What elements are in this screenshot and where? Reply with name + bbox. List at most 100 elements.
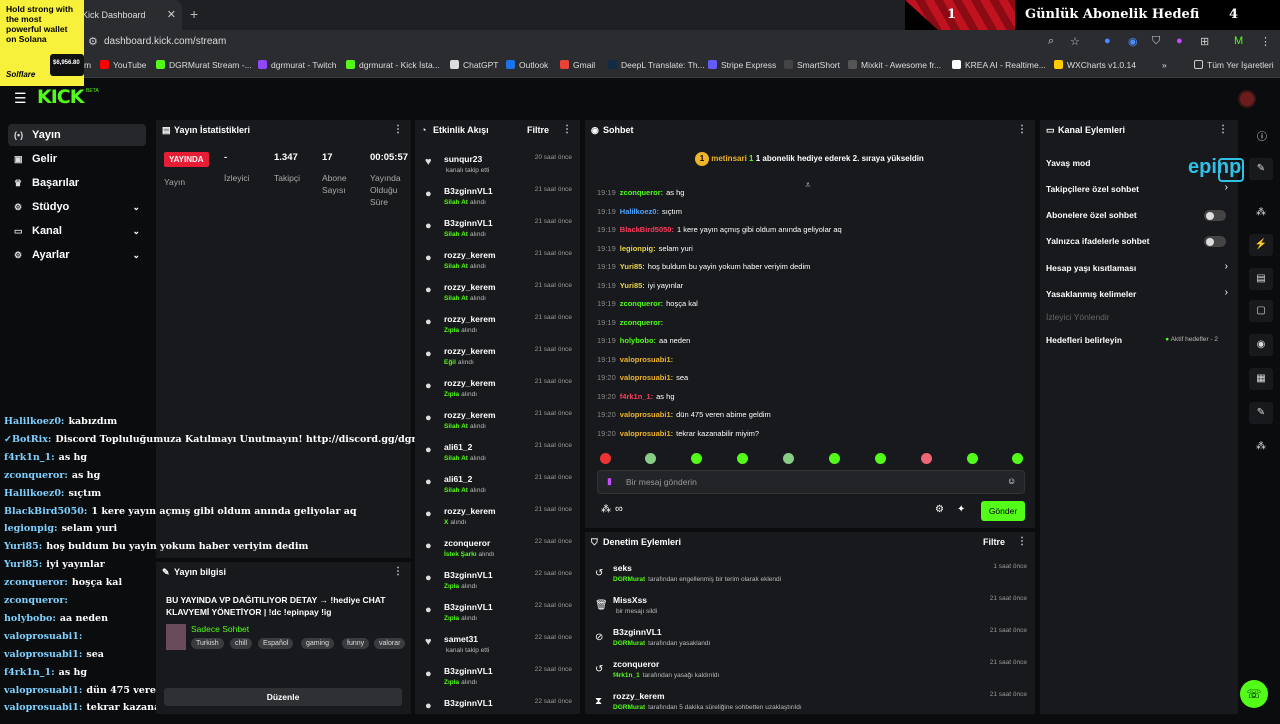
users-icon[interactable]: ⁂: [601, 504, 611, 515]
moderation-item[interactable]: ↺ seks DGRMurat tarafından engellenmiş bir …: [585, 562, 1035, 594]
calendar-icon[interactable]: ▦: [1249, 368, 1273, 390]
emote-icon[interactable]: [737, 453, 748, 464]
nav-item-kanal[interactable]: ▭ Kanal ⌄: [8, 220, 146, 242]
bookmark-item[interactable]: ChatGPT: [450, 60, 498, 70]
filter-button[interactable]: Filtre: [983, 537, 1006, 547]
emotes-only-toggle[interactable]: [1204, 236, 1226, 247]
bookmark-item[interactable]: Mixkit - Awesome fr...: [848, 60, 941, 70]
chat-username[interactable]: f4rk1n_1:: [619, 391, 654, 401]
account-age-item[interactable]: Hesap yaşı kısıtlaması: [1046, 263, 1137, 273]
chat-username[interactable]: Halilkoez0:: [619, 206, 659, 216]
chat-username[interactable]: zconqueror:: [619, 299, 664, 308]
close-tab-icon[interactable]: ✕: [166, 9, 176, 21]
nav-item-studyo[interactable]: ⚙ Stüdyo ⌄: [8, 196, 146, 218]
chat-username[interactable]: valoprosuabi1:: [619, 354, 674, 364]
more-icon[interactable]: ⋮: [1218, 124, 1228, 135]
emote-icon[interactable]: [600, 453, 611, 464]
redirect-viewers-item[interactable]: İzleyici Yönlendir: [1046, 312, 1110, 322]
banned-words-item[interactable]: Yasaklanmış kelimeler: [1046, 289, 1137, 299]
all-bookmarks[interactable]: Tüm Yer İşaretleri: [1194, 60, 1274, 70]
slow-mode-toggle[interactable]: Yavaş mod: [1046, 158, 1091, 168]
followers-only-toggle[interactable]: Takipçilere özel sohbet: [1046, 184, 1139, 194]
activity-item[interactable]: ● B3zginnVL1 Zıpla alındı 22 saat önce: [415, 564, 580, 596]
emote-icon[interactable]: [875, 453, 886, 464]
emote-icon[interactable]: [691, 453, 702, 464]
filter-button[interactable]: Filtre: [527, 125, 550, 135]
infinity-icon[interactable]: ∞: [615, 503, 623, 515]
tag[interactable]: funny: [342, 638, 370, 649]
url-field[interactable]: dashboard.kick.com/stream: [104, 36, 227, 47]
activity-item[interactable]: ● B3zginnVL1 Silah At alındı 21 saat önce: [415, 180, 580, 212]
moderation-item[interactable]: ⧗ rozzy_kerem DGRMurat tarafından 5 dakika …: [585, 690, 1035, 722]
activity-item[interactable]: ● B3zginnVL1 Silah At alındı 21 saat önce: [415, 212, 580, 244]
users-icon[interactable]: ⁂: [1256, 207, 1266, 218]
chevron-right-icon[interactable]: ›: [1224, 182, 1228, 193]
collapse-icon[interactable]: ⩡: [805, 180, 811, 191]
activity-item[interactable]: ● rozzy_kerem Silah At alındı 21 saat önce: [415, 404, 580, 436]
emote-icon[interactable]: [829, 453, 840, 464]
chat-username[interactable]: BlackBird5050:: [619, 225, 674, 234]
new-tab-icon[interactable]: +: [190, 6, 199, 22]
extension-icon[interactable]: ●: [1104, 35, 1111, 47]
list-icon[interactable]: ▤: [1249, 268, 1273, 290]
more-icon[interactable]: ⋮: [393, 566, 403, 577]
extension-icon[interactable]: ◉: [1128, 36, 1138, 48]
tag[interactable]: valorar: [374, 638, 406, 649]
more-icon[interactable]: ⋮: [393, 124, 403, 135]
bookmark-item[interactable]: dgrmurat - Twitch: [258, 60, 337, 70]
chat-username[interactable]: legionpig:: [619, 243, 656, 253]
broadcast-icon[interactable]: ◉: [1249, 334, 1273, 356]
chevron-right-icon[interactable]: ›: [1224, 287, 1228, 298]
nav-item-yayin[interactable]: (•) Yayın: [8, 124, 146, 146]
moderation-item[interactable]: 🗑 MissXss bir mesajı sildi 21 saat önce: [585, 594, 1035, 626]
bookmark-item[interactable]: DGRMurat Stream -...: [156, 60, 252, 70]
activity-item[interactable]: ● B3zginnVL1 22 saat önce: [415, 692, 580, 724]
hamburger-menu-icon[interactable]: ☰: [14, 90, 27, 106]
activity-item[interactable]: ♥ sunqur23 kanalı takip etti 20 saat önce: [415, 148, 580, 180]
chat-username[interactable]: valoprosuabi1:: [619, 428, 674, 438]
activity-item[interactable]: ♥ samet31 kanalı takip etti 22 saat önce: [415, 628, 580, 660]
moderation-item[interactable]: ↺ zconqueror f4rk1n_1 tarafından yasağı kal…: [585, 658, 1035, 690]
category-link[interactable]: Sadece Sohbet: [191, 624, 250, 634]
emoji-icon[interactable]: ☺: [1007, 476, 1017, 486]
kick-logo[interactable]: KICK: [37, 86, 84, 108]
emote-icon[interactable]: [967, 453, 978, 464]
chat-username[interactable]: holybobo:: [619, 336, 657, 345]
solflare-ad[interactable]: Hold strong with the most powerful walle…: [0, 0, 84, 86]
more-icon[interactable]: ⋮: [562, 124, 572, 135]
activity-item[interactable]: ● zconqueror İstek Şarkı alındı 22 saat önce: [415, 532, 580, 564]
tag[interactable]: Español: [258, 638, 294, 649]
users-icon[interactable]: ⁂: [1256, 441, 1266, 452]
lightning-icon[interactable]: ⚡: [1249, 234, 1273, 256]
edit-stream-button[interactable]: Düzenle: [164, 688, 402, 706]
bookmark-item[interactable]: m: [84, 60, 92, 70]
subs-only-toggle[interactable]: [1204, 210, 1226, 221]
activity-item[interactable]: ● rozzy_kerem Silah At alındı 21 saat önce: [415, 276, 580, 308]
chat-username[interactable]: zconqueror:: [619, 317, 664, 327]
bookmark-item[interactable]: DeepL Translate: Th...: [608, 60, 705, 70]
wrench-icon[interactable]: ✎: [1249, 402, 1273, 424]
bookmark-item[interactable]: SmartShort: [784, 60, 840, 70]
bookmark-item[interactable]: Gmail: [560, 60, 595, 70]
emote-icon[interactable]: [645, 453, 656, 464]
bookmark-item[interactable]: dgrmurat - Kick İsta...: [346, 60, 440, 70]
activity-item[interactable]: ● ali61_2 Silah At alındı 21 saat önce: [415, 436, 580, 468]
chat-icon[interactable]: ▢: [1249, 300, 1273, 322]
tag[interactable]: Turkish: [191, 638, 224, 649]
more-icon[interactable]: ⋮: [1017, 124, 1027, 135]
more-icon[interactable]: ⋮: [1017, 536, 1027, 547]
activity-item[interactable]: ● B3zginnVL1 Zıpla alındı 22 saat önce: [415, 596, 580, 628]
browser-tab[interactable]: Kick Dashboard ✕: [70, 0, 182, 30]
profile-icon[interactable]: M: [1234, 35, 1244, 47]
nav-item-gelir[interactable]: ▣ Gelir: [8, 148, 146, 170]
emote-icon[interactable]: [1012, 453, 1023, 464]
chevron-right-icon[interactable]: ›: [1224, 261, 1228, 272]
chat-username[interactable]: valoprosuabi1:: [619, 373, 674, 382]
shield-icon[interactable]: ⛉: [1152, 35, 1161, 47]
activity-item[interactable]: ● rozzy_kerem Zıpla alındı 21 saat önce: [415, 372, 580, 404]
moderation-item[interactable]: ⊘ B3zginnVL1 DGRMurat tarafından yasaklandı…: [585, 626, 1035, 658]
activity-item[interactable]: ● ali61_2 Silah At alındı 21 saat önce: [415, 468, 580, 500]
tag[interactable]: gaming: [301, 638, 334, 649]
site-info-icon[interactable]: ⚙: [88, 36, 98, 48]
